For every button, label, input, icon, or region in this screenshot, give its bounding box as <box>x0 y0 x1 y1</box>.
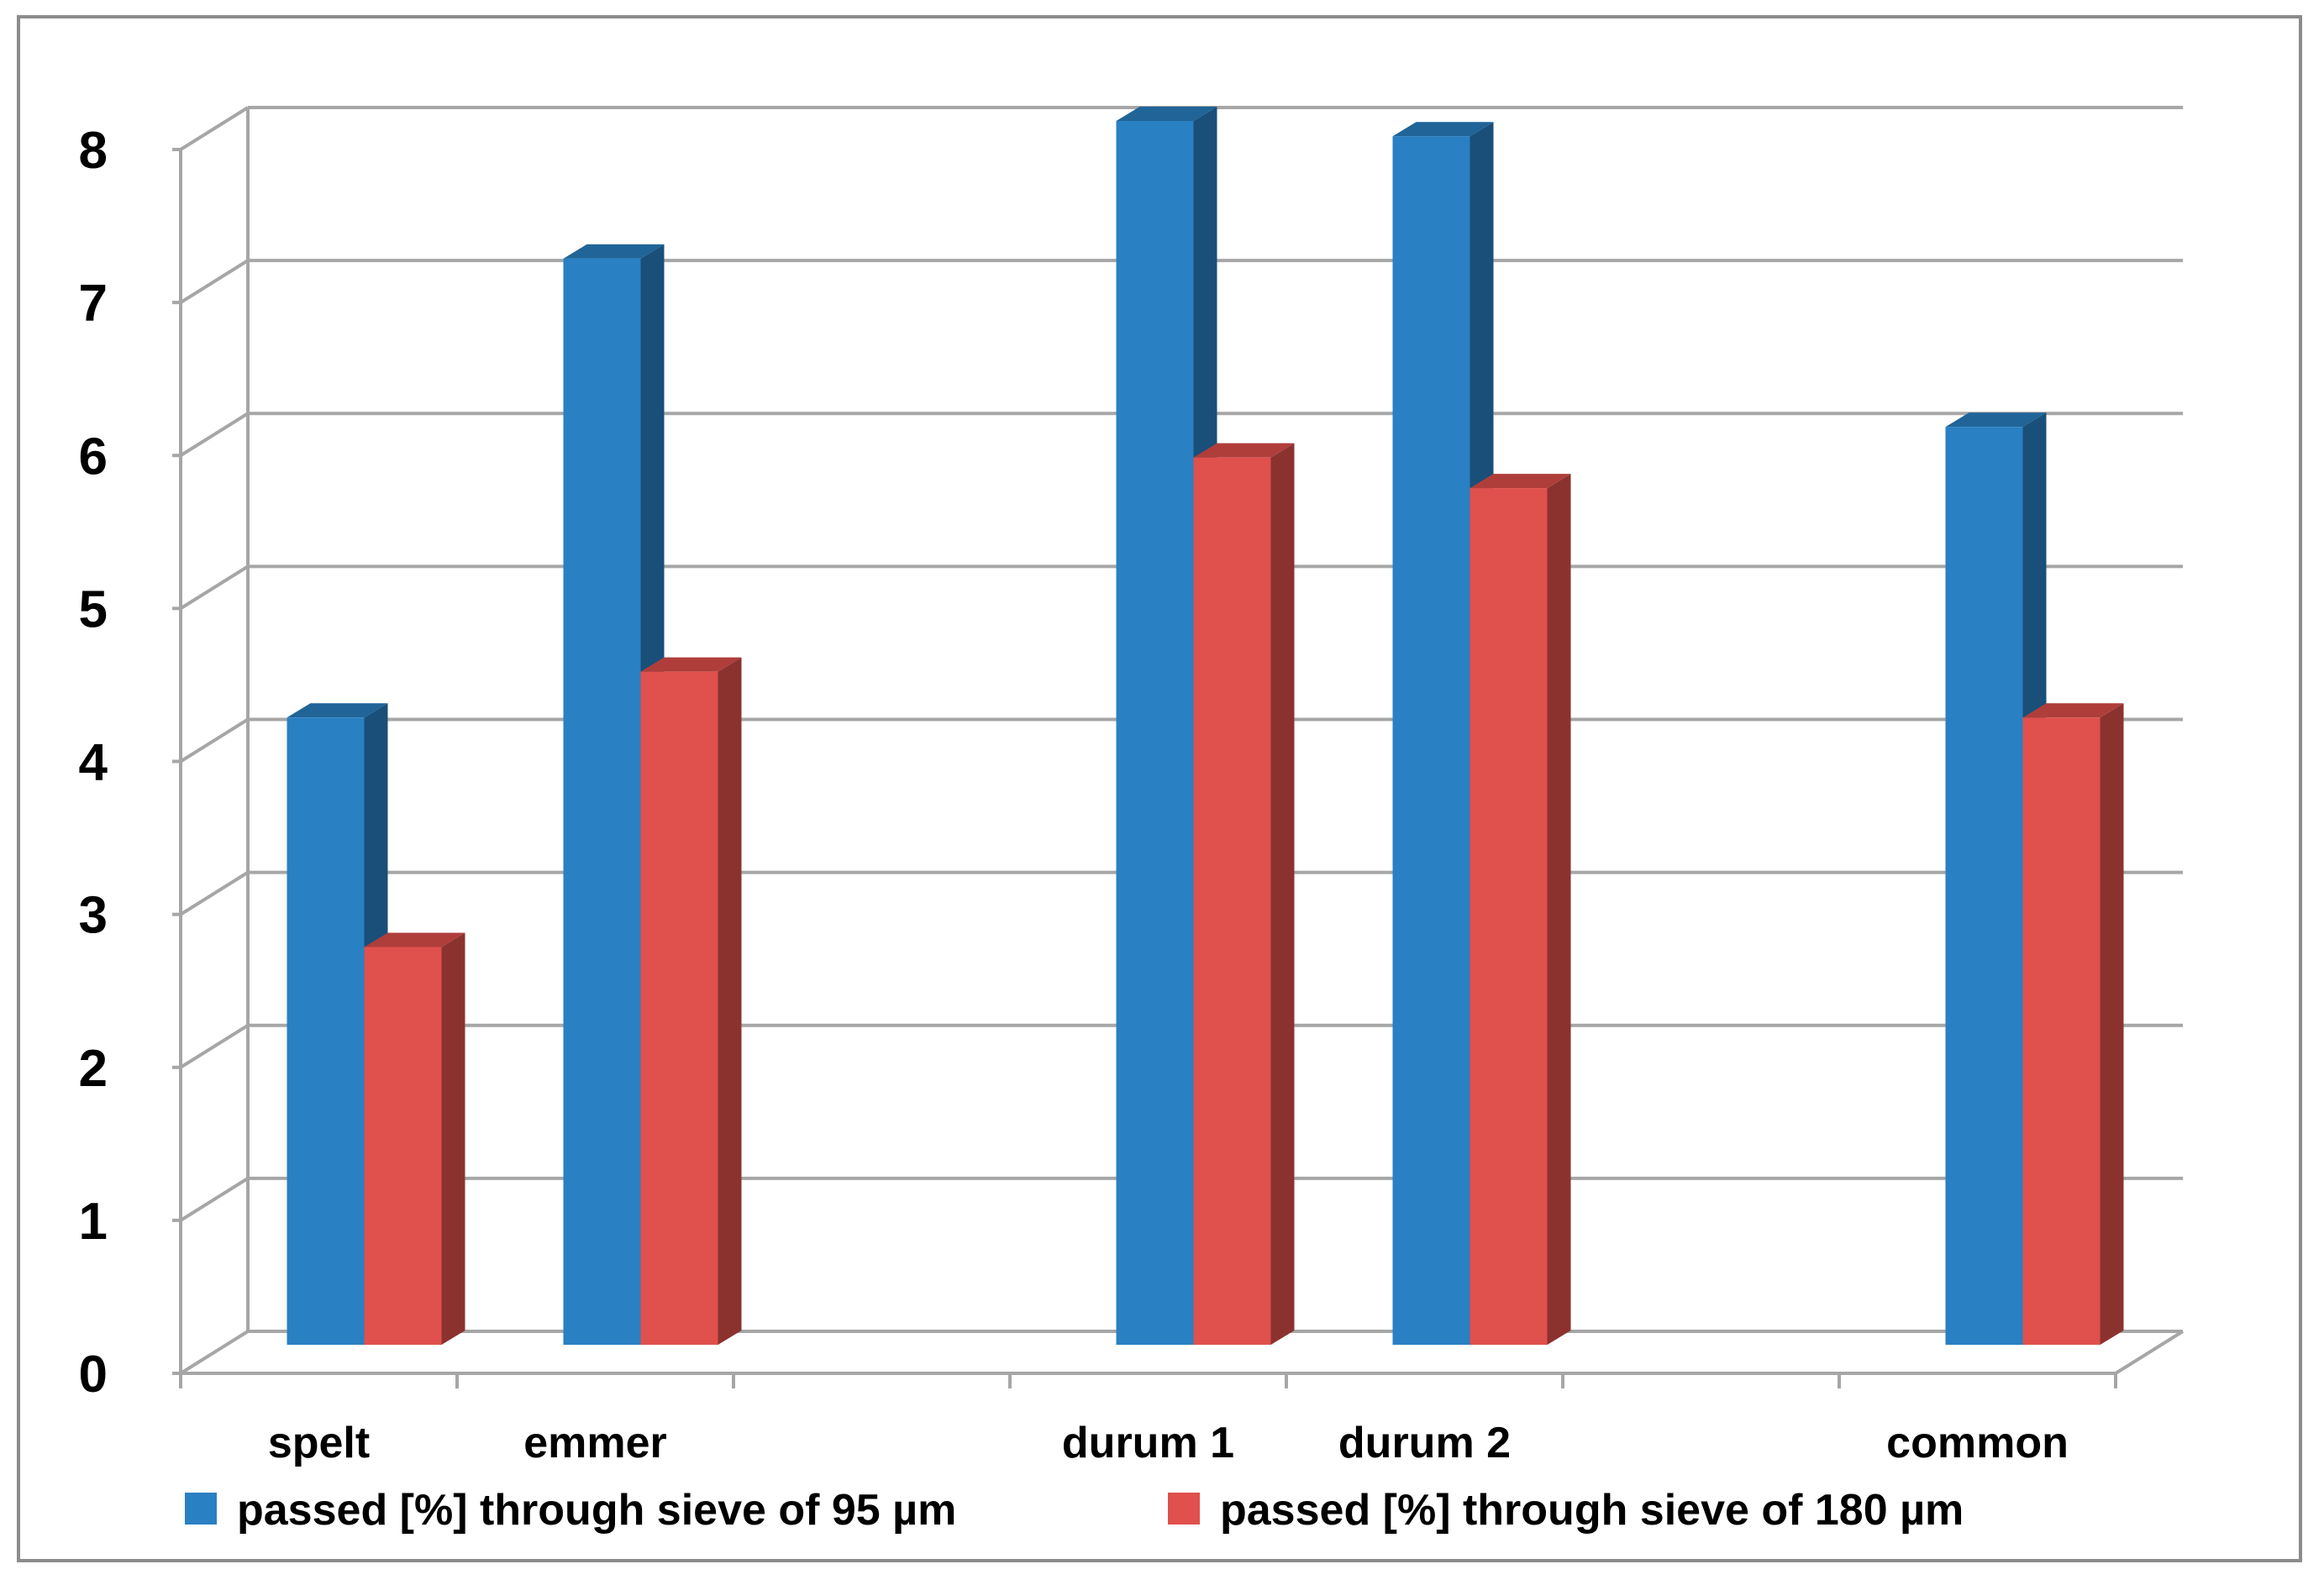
bar-front <box>364 947 442 1345</box>
bar-side <box>1270 443 1295 1345</box>
bar-top <box>364 932 465 947</box>
legend-swatch <box>1168 1493 1200 1525</box>
gridline-depth <box>179 564 250 611</box>
bar-side <box>441 932 465 1345</box>
bar-front <box>1392 136 1470 1345</box>
bar-front <box>1193 457 1271 1345</box>
y-tick-label: 4 <box>79 734 108 792</box>
y-tick-label: 7 <box>79 275 108 333</box>
x-tick-label: emmer <box>523 1419 667 1467</box>
gridline-depth <box>179 1024 250 1069</box>
bar <box>563 244 665 1346</box>
bar-side <box>2100 703 2124 1345</box>
y-tick-label: 6 <box>79 428 108 485</box>
y-tick-label: 3 <box>79 887 108 945</box>
bar-front <box>640 671 718 1345</box>
bar-top <box>1470 474 1571 489</box>
bar-front <box>1470 488 1548 1345</box>
floor-right-edge <box>2114 1330 2185 1375</box>
gridline-depth <box>179 1330 250 1375</box>
bar-top <box>1392 122 1494 137</box>
x-tick-label: durum 2 <box>1338 1419 1511 1467</box>
bar-front <box>2022 717 2101 1345</box>
bar <box>1470 474 1571 1345</box>
x-tick-label: spelt <box>268 1419 370 1467</box>
bar-top <box>1945 412 2047 428</box>
bars-layer <box>287 107 2124 1346</box>
bar-top <box>640 657 742 672</box>
axis-layer <box>172 148 2185 1388</box>
gridline-depth <box>179 106 250 151</box>
y-tick-label: 0 <box>79 1346 108 1404</box>
bar-front <box>1116 121 1194 1345</box>
bar-top <box>1193 443 1295 458</box>
y-tick-label: 2 <box>79 1040 108 1098</box>
bar <box>364 932 465 1345</box>
legend-swatch <box>185 1493 217 1525</box>
bar-top <box>287 703 388 718</box>
bar <box>640 657 742 1345</box>
bar-front <box>287 717 365 1345</box>
bar <box>2022 703 2124 1345</box>
bar-top <box>2022 703 2124 718</box>
legend-label: passed [%] through sieve of 95 µm <box>237 1486 956 1535</box>
bar-top <box>563 244 665 259</box>
gridline-depth <box>179 870 250 916</box>
gridline-depth <box>179 412 250 457</box>
legend-label: passed [%] through sieve of 180 µm <box>1220 1486 1964 1535</box>
gridline-depth <box>179 717 250 764</box>
labels-layer: 0 1 2 3 4 5 6 7 8 spelt emmer durum 1 durum 2 common p… <box>79 122 2069 1535</box>
bar-top <box>1116 107 1217 121</box>
bar-front <box>1945 427 2023 1345</box>
x-tick-label: common <box>1886 1419 2069 1467</box>
y-tick-label: 5 <box>79 580 108 638</box>
bar-front <box>563 258 641 1346</box>
x-tick-label: durum 1 <box>1062 1419 1234 1467</box>
y-tick-label: 8 <box>79 122 108 180</box>
bar-side <box>718 657 742 1345</box>
gridline-depth <box>179 1177 250 1222</box>
bar <box>1193 443 1295 1345</box>
y-tick-label: 1 <box>79 1193 108 1251</box>
bar-side <box>1547 474 1571 1345</box>
gridline-depth <box>179 259 250 304</box>
